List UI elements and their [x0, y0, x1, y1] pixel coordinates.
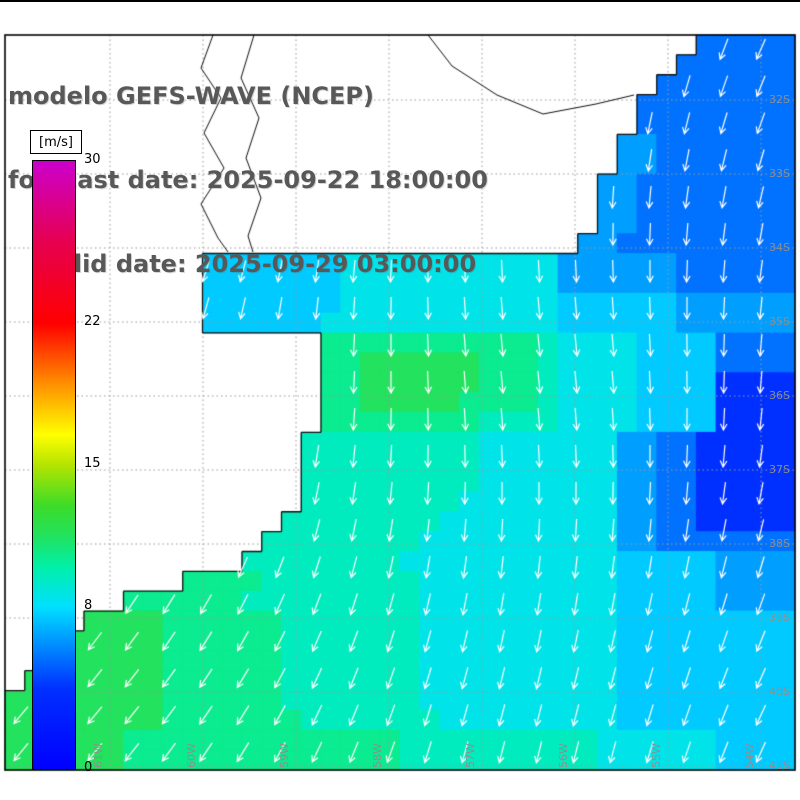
colorbar-unit-label: [m/s] [30, 130, 82, 154]
colorbar: [m/s] 30 22 15 8 0 [30, 130, 140, 780]
model-title: modelo GEFS-WAVE (NCEP) [8, 82, 374, 110]
colorbar-tick: 30 [84, 152, 101, 167]
colorbar-tick: 15 [84, 456, 101, 471]
figure-top-border [0, 0, 800, 2]
colorbar-tick: 22 [84, 314, 101, 330]
colorbar-tick: 0 [84, 760, 93, 775]
colorbar-tick: 8 [84, 597, 93, 613]
colorbar-gradient-bar [32, 160, 76, 770]
